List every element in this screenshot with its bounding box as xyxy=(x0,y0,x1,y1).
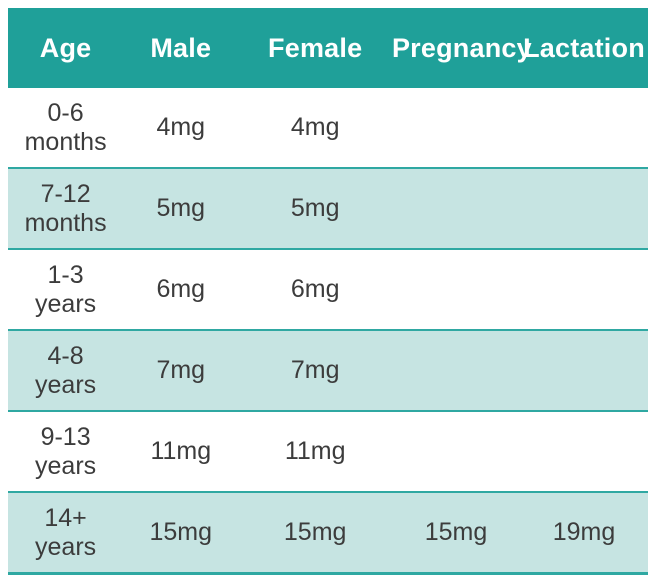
age-cell: 1-3 years xyxy=(8,249,123,330)
age-unit: years xyxy=(35,289,97,318)
age-unit: years xyxy=(35,451,97,480)
table-row: 4-8 years 7mg 7mg xyxy=(8,329,648,412)
age-range: 9-13 xyxy=(40,422,91,451)
lactation-cell xyxy=(519,329,648,412)
column-header-male: Male xyxy=(123,8,239,88)
column-header-lactation: Lactation xyxy=(519,8,648,88)
age-unit: years xyxy=(35,532,97,561)
female-cell: 11mg xyxy=(284,437,346,465)
age-cell: 14+ years xyxy=(8,491,124,575)
column-header-age: Age xyxy=(8,8,124,88)
age-unit: months xyxy=(24,127,107,156)
table-row: 1-3 years 6mg 6mg xyxy=(8,249,648,330)
male-cell: 11mg xyxy=(150,437,212,465)
lactation-cell: 19mg xyxy=(519,491,648,575)
pregnancy-cell xyxy=(392,411,520,492)
pregnancy-cell: 15mg xyxy=(391,491,520,575)
table-row: 0-6 months 4mg 4mg xyxy=(8,88,648,168)
male-cell: 5mg xyxy=(123,167,239,250)
male-cell: 7mg xyxy=(123,329,239,412)
pregnancy-cell xyxy=(391,329,520,412)
age-cell: 9-13 years xyxy=(8,411,123,492)
female-cell: 5mg xyxy=(238,167,392,250)
lactation-cell xyxy=(520,411,648,492)
lactation-cell xyxy=(520,249,648,330)
age-range: 0-6 xyxy=(47,98,84,127)
pregnancy-cell xyxy=(391,167,520,250)
age-range: 4-8 xyxy=(47,341,84,370)
column-header-female: Female xyxy=(238,8,392,88)
table-header-row: Age Male Female Pregnancy Lactation xyxy=(8,8,648,88)
age-range: 14+ xyxy=(44,503,87,532)
age-cell: 0-6 months xyxy=(8,88,123,168)
male-cell: 4mg xyxy=(156,113,206,141)
age-cell: 4-8 years xyxy=(8,329,124,412)
age-unit: years xyxy=(35,370,97,399)
lactation-cell xyxy=(520,88,648,168)
rda-table: Age Male Female Pregnancy Lactation 0-6 … xyxy=(8,8,648,575)
age-cell: 7-12 months xyxy=(8,167,124,250)
table-row: 7-12 months 5mg 5mg xyxy=(8,167,648,250)
age-range: 1-3 xyxy=(47,260,84,289)
female-cell: 6mg xyxy=(290,275,340,303)
male-cell: 6mg xyxy=(156,275,206,303)
table-row: 9-13 years 11mg 11mg xyxy=(8,411,648,492)
table-row: 14+ years 15mg 15mg 15mg 19mg xyxy=(8,491,648,575)
age-range: 7-12 xyxy=(40,179,91,208)
female-cell: 15mg xyxy=(238,491,392,575)
male-cell: 15mg xyxy=(123,491,239,575)
age-unit: months xyxy=(24,208,107,237)
lactation-cell xyxy=(519,167,648,250)
pregnancy-cell xyxy=(392,88,520,168)
column-header-pregnancy: Pregnancy xyxy=(391,8,532,88)
female-cell: 4mg xyxy=(290,113,340,141)
pregnancy-cell xyxy=(392,249,520,330)
female-cell: 7mg xyxy=(238,329,392,412)
